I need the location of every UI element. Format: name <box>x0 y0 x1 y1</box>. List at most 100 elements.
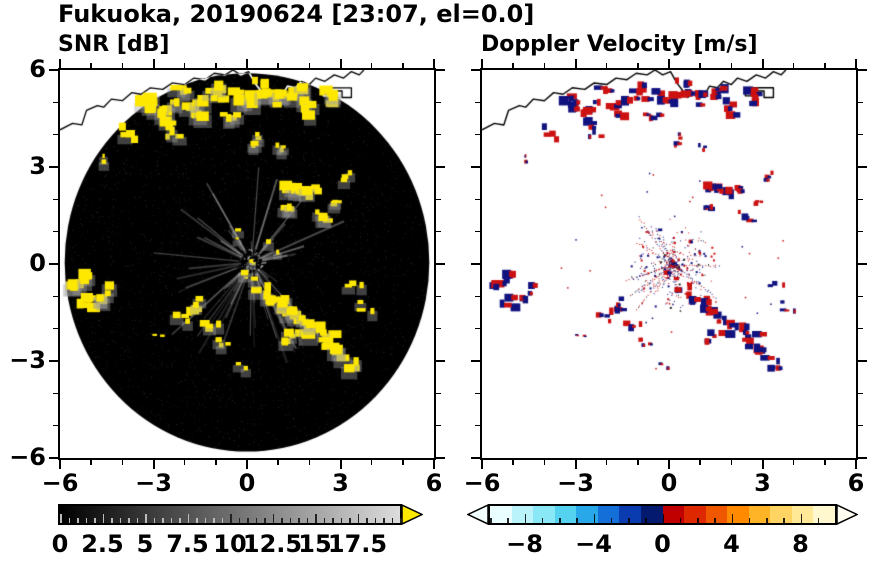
axis-tick <box>49 69 58 71</box>
colorbar-segment <box>640 506 663 523</box>
colorbar-tick-label: 5 <box>136 530 154 558</box>
axis-tick <box>53 424 58 427</box>
axis-tick <box>90 460 92 465</box>
axis-tick <box>475 230 480 233</box>
colorbar-segment <box>533 506 555 523</box>
colorbar-tick <box>340 518 342 523</box>
colorbar-segment <box>490 506 512 523</box>
doppler-colorbar <box>488 504 837 525</box>
axis-tick <box>574 59 577 68</box>
colorbar-tick <box>524 514 526 523</box>
colorbar-tick <box>119 518 121 523</box>
x-tick-label: −6 <box>41 469 79 497</box>
axis-tick <box>53 101 58 104</box>
axis-tick <box>605 460 608 465</box>
axis-tick <box>481 460 483 469</box>
colorbar-tick <box>315 514 317 523</box>
axis-tick <box>858 457 867 459</box>
colorbar-tick-label: 4 <box>723 530 740 558</box>
colorbar-tick <box>817 518 820 523</box>
colorbar-tick-label: 0 <box>654 530 671 558</box>
colorbar-tick <box>136 518 138 523</box>
axis-tick <box>121 63 124 68</box>
axis-tick <box>183 460 186 465</box>
colorbar-tick <box>111 518 113 523</box>
axis-tick <box>436 166 445 168</box>
x-tick-label: 0 <box>238 469 256 497</box>
colorbar-tick <box>230 514 232 523</box>
axis-tick <box>792 63 795 68</box>
axis-tick <box>277 63 279 68</box>
doppler-colorbar-overflow-arrow-icon <box>837 504 858 525</box>
doppler-panel-title: Doppler Velocity [m/s] <box>481 32 758 57</box>
doppler-colorbar-underflow-arrow-icon <box>467 504 488 525</box>
axis-tick <box>858 230 863 233</box>
axis-tick <box>512 63 514 68</box>
colorbar-tick <box>281 518 283 523</box>
colorbar-tick <box>748 518 751 523</box>
axis-tick <box>668 59 670 68</box>
colorbar-tick <box>204 518 206 523</box>
axis-tick <box>49 457 58 459</box>
axis-tick <box>49 166 58 168</box>
axis-tick <box>436 198 441 201</box>
y-tick-label: 6 <box>29 55 46 83</box>
axis-tick <box>574 460 577 469</box>
axis-tick <box>471 69 480 71</box>
colorbar-tick <box>714 518 716 523</box>
colorbar-tick <box>145 514 147 523</box>
colorbar-tick <box>187 514 189 523</box>
colorbar-tick-label: 10 <box>213 530 247 558</box>
axis-tick <box>475 392 480 395</box>
colorbar-tick <box>783 518 785 523</box>
colorbar-tick <box>77 518 79 523</box>
axis-tick <box>761 460 764 469</box>
axis-tick <box>475 101 480 104</box>
snr-colorbar <box>58 504 402 525</box>
colorbar-tick <box>289 518 291 523</box>
colorbar-tick <box>559 518 561 523</box>
axis-tick <box>370 63 373 68</box>
colorbar-tick <box>238 518 240 523</box>
axis-tick <box>824 460 826 465</box>
axis-tick <box>152 59 155 68</box>
axis-tick <box>53 198 58 201</box>
x-tick-label: 3 <box>332 469 349 497</box>
axis-tick <box>433 460 435 469</box>
colorbar-segment <box>619 506 641 523</box>
axis-tick <box>53 327 58 330</box>
axis-tick <box>858 198 863 201</box>
colorbar-tick <box>731 514 733 523</box>
axis-tick <box>370 460 373 465</box>
colorbar-tick <box>349 518 351 523</box>
axis-tick <box>668 460 670 469</box>
axis-tick <box>436 263 445 265</box>
axis-tick <box>433 59 435 68</box>
colorbar-tick-label: 15 <box>298 530 332 558</box>
colorbar-tick <box>162 518 164 523</box>
colorbar-segment <box>684 506 706 523</box>
y-tick-label: 3 <box>29 152 46 180</box>
colorbar-tick <box>68 518 70 523</box>
axis-tick <box>402 63 404 68</box>
colorbar-tick <box>697 518 699 523</box>
x-tick-label: 3 <box>754 469 771 497</box>
axis-tick <box>215 63 217 68</box>
colorbar-tick <box>391 518 393 523</box>
axis-tick <box>761 59 764 68</box>
axis-tick <box>471 360 480 362</box>
axis-tick <box>277 460 279 465</box>
colorbar-tick-label: 12.5 <box>242 530 303 558</box>
axis-tick <box>543 63 546 68</box>
axis-tick <box>471 457 480 459</box>
colorbar-tick <box>490 518 492 523</box>
colorbar-tick <box>94 518 96 523</box>
colorbar-tick-label: 2.5 <box>81 530 124 558</box>
colorbar-segment <box>791 506 814 523</box>
axis-tick <box>730 460 733 465</box>
colorbar-tick <box>374 518 376 523</box>
axis-tick <box>471 166 480 168</box>
axis-tick <box>436 457 445 459</box>
colorbar-tick <box>306 518 308 523</box>
